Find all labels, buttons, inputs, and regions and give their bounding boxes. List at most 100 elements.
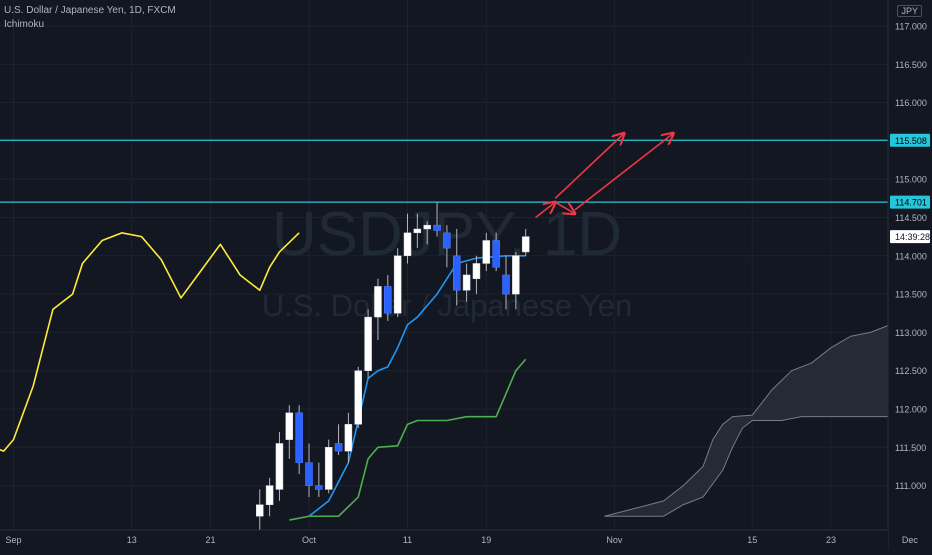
base-line	[289, 358, 527, 521]
ichimoku-lines	[0, 232, 527, 521]
time-tick-label: 13	[127, 535, 137, 545]
time-axis[interactable]: 1624Sep1321Oct1119Nov1523Dec1321	[0, 529, 932, 550]
candle-body	[324, 447, 333, 490]
candle	[275, 431, 284, 501]
candle-body	[453, 255, 461, 291]
candle-body	[492, 240, 500, 268]
candle	[433, 202, 441, 237]
time-tick-label: Oct	[302, 535, 317, 545]
price-badge	[890, 195, 930, 209]
time-tick-label: Dec	[902, 535, 919, 545]
candle-body	[285, 412, 294, 440]
candle-body	[482, 240, 491, 264]
candle-body	[384, 286, 392, 314]
candle-body	[413, 228, 422, 234]
price-badge-label: 14:39:28	[895, 232, 930, 242]
candle	[453, 228, 461, 306]
candle	[482, 232, 491, 272]
candle	[403, 213, 412, 264]
price-tick-label: 116.500	[895, 60, 927, 70]
candle	[462, 263, 471, 302]
price-badge-label: 114.701	[895, 198, 927, 208]
horizontal-levels[interactable]	[0, 139, 888, 203]
candle-body	[305, 462, 313, 486]
price-tick-label: 113.500	[895, 290, 927, 300]
candle	[443, 225, 451, 268]
candle	[324, 439, 333, 494]
candle-body	[374, 286, 382, 318]
candle-body	[521, 236, 530, 253]
projection-arrows[interactable]	[535, 133, 674, 219]
candle	[512, 251, 520, 310]
symbol-title[interactable]: U.S. Dollar / Japanese Yen, 1D, FXCM	[4, 5, 176, 16]
time-tick-label: 11	[403, 535, 412, 545]
time-tick-label: Sep	[5, 535, 21, 545]
projection-arrow[interactable]	[554, 133, 624, 199]
candle	[393, 248, 402, 318]
time-tick-label: 15	[747, 535, 757, 545]
time-axis-bg	[0, 530, 888, 550]
time-tick-label: Nov	[606, 535, 623, 545]
price-badge	[890, 133, 930, 147]
candle	[521, 228, 530, 256]
candle-body	[265, 485, 274, 506]
price-badge-label: 115.508	[895, 136, 927, 146]
candle-body	[344, 424, 353, 452]
price-axis[interactable]: 117.000116.500116.000115.500115.000114.5…	[887, 0, 932, 550]
price-tick-label: 116.000	[895, 98, 927, 108]
candle	[384, 274, 392, 321]
candle	[354, 366, 362, 429]
ichimoku-cloud	[604, 308, 930, 517]
candle	[423, 221, 431, 245]
candle-body	[393, 255, 402, 314]
candle	[413, 213, 422, 249]
projection-arrow[interactable]	[574, 133, 674, 211]
candle-body	[512, 255, 520, 295]
candlestick-series	[256, 202, 530, 532]
candle-body	[295, 412, 303, 463]
price-tick-label: 114.000	[895, 251, 927, 261]
projection-arrow[interactable]	[535, 202, 556, 219]
candle-body	[256, 504, 264, 517]
candle-body	[462, 274, 471, 291]
candle-body	[354, 370, 362, 425]
price-tick-label: 111.000	[895, 481, 926, 491]
candle-body	[275, 443, 284, 490]
candle-body	[315, 485, 323, 490]
indicator-label[interactable]: Ichimoku	[4, 19, 45, 30]
price-badge	[890, 230, 930, 244]
watermark-name: U.S. Dollar / Japanese Yen	[262, 288, 633, 323]
candle	[472, 255, 481, 295]
candle-body	[423, 224, 431, 230]
candle	[265, 477, 274, 517]
time-tick-label: 19	[481, 535, 491, 545]
price-axis-bg	[888, 0, 932, 550]
candle-body	[403, 232, 412, 257]
candle	[374, 278, 382, 341]
time-tick-label: 21	[205, 535, 215, 545]
candle	[305, 443, 313, 498]
price-tick-label: 112.500	[895, 366, 927, 376]
lagging-span	[0, 232, 300, 452]
currency-label[interactable]: JPY	[897, 5, 922, 17]
cloud-fill	[604, 309, 930, 517]
candle-body	[334, 443, 343, 452]
candle-body	[364, 316, 372, 371]
price-tick-label: 111.500	[895, 443, 926, 453]
candle	[334, 424, 343, 455]
candle	[344, 412, 353, 463]
projection-arrow[interactable]	[554, 201, 575, 213]
price-tick-label: 112.000	[895, 405, 927, 415]
candle	[315, 462, 323, 498]
price-tick-label: 115.000	[895, 175, 927, 185]
price-tick-label: 114.500	[895, 213, 927, 223]
price-tick-label: 113.000	[895, 328, 927, 338]
leading-span-a	[604, 308, 930, 517]
candle-body	[443, 232, 451, 249]
price-tick-label: 117.000	[895, 22, 927, 32]
candle	[492, 232, 500, 272]
candle-body	[502, 274, 510, 295]
candle	[256, 489, 264, 532]
